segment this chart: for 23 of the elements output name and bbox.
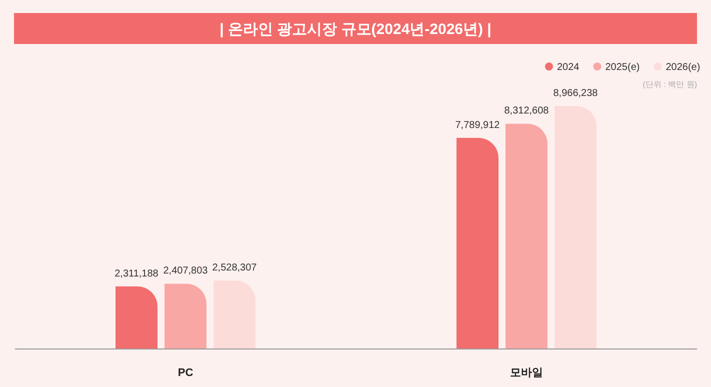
legend-item: 2026(e) (654, 62, 700, 73)
legend-item: 2025(e) (593, 62, 640, 73)
chart-title: | 온라인 광고시장 규모(2024년-2026년) | (220, 21, 492, 38)
legend-label: 2025(e) (605, 62, 640, 73)
data-label: 8,312,608 (504, 106, 550, 117)
data-label: 7,789,912 (455, 120, 500, 131)
bar (164, 284, 206, 349)
data-label: 2,311,188 (114, 268, 159, 280)
title: | 온라인 광고시장 규모(2024년-2026년) | (14, 13, 697, 44)
bar (554, 106, 596, 349)
x-tick-label: PC (178, 367, 194, 379)
bar (214, 280, 256, 349)
text: (단위 : 백만 원) (642, 80, 698, 89)
data-label: 8,966,238 (553, 88, 598, 99)
x-tick-label: 모바일 (510, 367, 543, 379)
legend-label: 2026(e) (666, 62, 700, 73)
data-label: 2,407,803 (163, 266, 208, 277)
bar (506, 124, 548, 349)
legend-item: 2024 (545, 62, 580, 73)
bar (116, 286, 158, 349)
data-label: 2,528,307 (212, 262, 258, 274)
legend-label: 2024 (557, 62, 580, 73)
bar (456, 138, 498, 349)
